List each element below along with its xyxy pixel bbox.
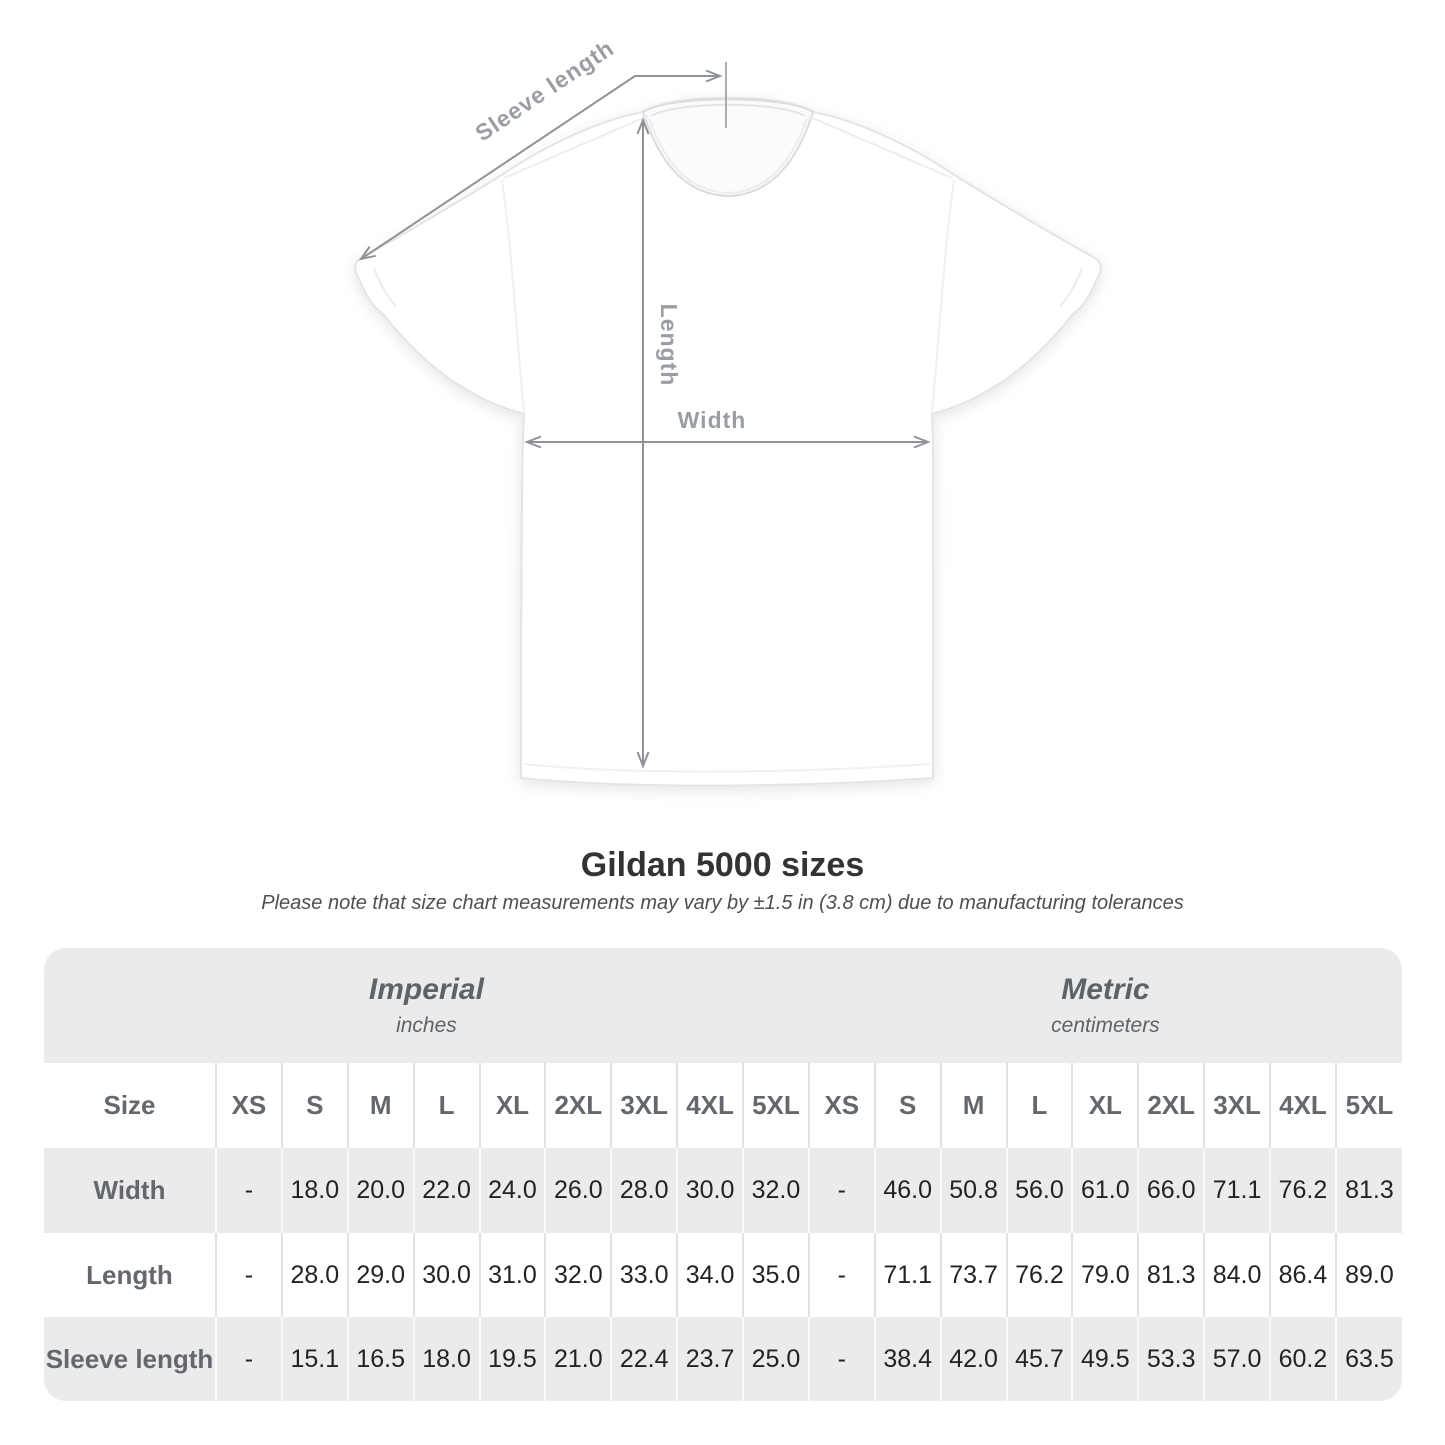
imperial-unit: inches [396, 1014, 457, 1037]
size-col-header: 4XL [676, 1063, 743, 1148]
unit-header-row: Imperial inches Metric centimeters [44, 948, 1402, 1063]
table-cell: 25.0 [742, 1317, 809, 1401]
table-cell: 79.0 [1071, 1233, 1139, 1317]
row-label: Sleeve length [44, 1317, 216, 1401]
size-col-header: L [412, 1063, 480, 1148]
size-col-header: 2XL [544, 1063, 612, 1148]
table-cell: 29.0 [346, 1233, 414, 1317]
table-cell: 73.7 [939, 1233, 1007, 1317]
table-cell: 33.0 [610, 1233, 678, 1317]
table-cell: 53.3 [1137, 1317, 1205, 1401]
table-cell: 31.0 [478, 1233, 546, 1317]
table-cell: 50.8 [939, 1148, 1007, 1233]
size-col-header: 2XL [1137, 1063, 1205, 1148]
table-cell: 30.0 [676, 1148, 743, 1233]
length-label: Length [656, 304, 682, 387]
table-cell: - [807, 1233, 875, 1317]
size-chart-table: Imperial inches Metric centimeters Size … [44, 948, 1402, 1401]
table-cell: 63.5 [1334, 1317, 1402, 1401]
row-label: Length [44, 1233, 216, 1317]
size-col-header: XS [807, 1063, 875, 1148]
table-cell: - [807, 1317, 875, 1401]
size-col-header: M [939, 1063, 1007, 1148]
size-col-header: 5XL [742, 1063, 809, 1148]
imperial-name: Imperial [368, 973, 484, 1006]
row-label: Width [44, 1148, 216, 1233]
tolerance-note: Please note that size chart measurements… [261, 892, 1184, 914]
table-cell: 15.1 [280, 1317, 348, 1401]
table-cell: 18.0 [280, 1148, 348, 1233]
table-cell: 18.0 [412, 1317, 480, 1401]
table-cell: 71.1 [873, 1233, 941, 1317]
row-width: Width - 18.0 20.0 22.0 24.0 26.0 28.0 30… [44, 1148, 1402, 1233]
size-col-header: 4XL [1269, 1063, 1336, 1148]
table-cell: - [807, 1148, 875, 1233]
size-col-header: XL [1071, 1063, 1139, 1148]
table-cell: 19.5 [478, 1317, 546, 1401]
table-cell: 32.0 [544, 1233, 612, 1317]
row-sleeve-length: Sleeve length - 15.1 16.5 18.0 19.5 21.0… [44, 1317, 1402, 1401]
table-cell: 81.3 [1137, 1233, 1205, 1317]
table-cell: 46.0 [873, 1148, 941, 1233]
table-cell: 35.0 [742, 1233, 809, 1317]
size-col-header: S [280, 1063, 348, 1148]
tshirt-size-diagram: Sleeve length Length Width [354, 34, 1102, 787]
size-col-header: XS [215, 1063, 282, 1148]
size-col-header: XL [478, 1063, 546, 1148]
table-cell: 28.0 [280, 1233, 348, 1317]
sleeve-length-arrow [358, 69, 723, 261]
table-cell: 60.2 [1269, 1317, 1336, 1401]
size-col-header: 5XL [1334, 1063, 1402, 1148]
table-cell: 34.0 [676, 1233, 743, 1317]
width-label: Width [678, 407, 747, 433]
table-cell: 20.0 [346, 1148, 414, 1233]
page-title: Gildan 5000 sizes [580, 846, 865, 884]
table-cell: 81.3 [1334, 1148, 1402, 1233]
table-cell: 32.0 [742, 1148, 809, 1233]
table-cell: 38.4 [873, 1317, 941, 1401]
imperial-header: Imperial inches [44, 948, 809, 1063]
table-cell: 76.2 [1269, 1148, 1336, 1233]
table-cell: - [215, 1233, 282, 1317]
table-cell: 28.0 [610, 1148, 678, 1233]
table-cell: 66.0 [1137, 1148, 1205, 1233]
table-cell: 30.0 [412, 1233, 480, 1317]
table-cell: 86.4 [1269, 1233, 1336, 1317]
table-cell: 61.0 [1071, 1148, 1139, 1233]
row-length: Length - 28.0 29.0 30.0 31.0 32.0 33.0 3… [44, 1233, 1402, 1317]
size-row-header: Size [44, 1063, 216, 1148]
size-header-row: Size XS S M L XL 2XL 3XL 4XL 5XL XS S M … [44, 1063, 1402, 1148]
metric-unit: centimeters [1051, 1014, 1160, 1037]
size-col-header: S [873, 1063, 941, 1148]
table-cell: 56.0 [1005, 1148, 1073, 1233]
size-col-header: 3XL [610, 1063, 678, 1148]
table-cell: 42.0 [939, 1317, 1007, 1401]
table-cell: - [215, 1317, 282, 1401]
table-cell: - [215, 1148, 282, 1233]
table-cell: 16.5 [346, 1317, 414, 1401]
table-cell: 24.0 [478, 1148, 546, 1233]
table-cell: 26.0 [544, 1148, 612, 1233]
metric-name: Metric [1061, 973, 1150, 1006]
table-cell: 45.7 [1005, 1317, 1073, 1401]
table-cell: 76.2 [1005, 1233, 1073, 1317]
table-cell: 22.0 [412, 1148, 480, 1233]
size-col-header: M [346, 1063, 414, 1148]
table-cell: 23.7 [676, 1317, 743, 1401]
table-cell: 57.0 [1203, 1317, 1270, 1401]
metric-header: Metric centimeters [808, 948, 1402, 1063]
size-col-header: 3XL [1203, 1063, 1270, 1148]
table-cell: 89.0 [1334, 1233, 1402, 1317]
table-cell: 84.0 [1203, 1233, 1270, 1317]
table-cell: 22.4 [610, 1317, 678, 1401]
table-cell: 49.5 [1071, 1317, 1139, 1401]
table-cell: 21.0 [544, 1317, 612, 1401]
size-col-header: L [1005, 1063, 1073, 1148]
table-cell: 71.1 [1203, 1148, 1270, 1233]
